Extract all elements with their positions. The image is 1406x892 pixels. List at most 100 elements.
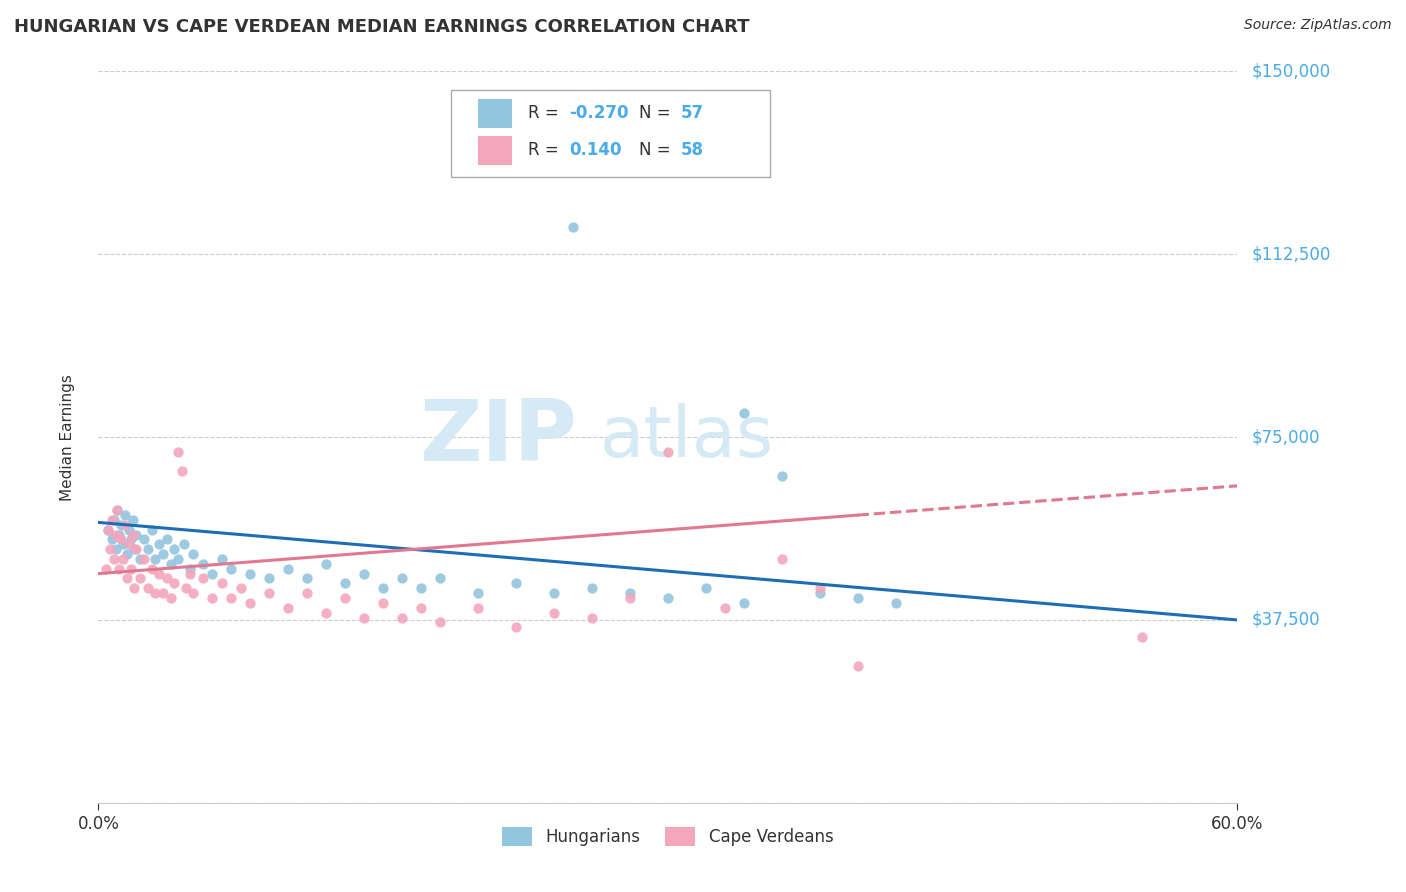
- Point: [221, 591, 243, 605]
- Point: [141, 562, 163, 576]
- Point: [411, 600, 433, 615]
- Point: [112, 552, 135, 566]
- Point: [229, 581, 252, 595]
- Text: -0.270: -0.270: [569, 104, 628, 122]
- Point: [110, 517, 132, 532]
- Point: [353, 610, 375, 624]
- Point: [120, 562, 142, 576]
- Point: [297, 572, 319, 586]
- Point: [191, 557, 214, 571]
- Point: [108, 562, 131, 576]
- Point: [714, 600, 737, 615]
- Legend: Hungarians, Cape Verdeans: Hungarians, Cape Verdeans: [495, 821, 841, 853]
- Text: 57: 57: [681, 104, 703, 122]
- Text: $112,500: $112,500: [1251, 245, 1330, 263]
- Point: [129, 552, 152, 566]
- Text: 58: 58: [681, 141, 703, 159]
- Point: [107, 503, 129, 517]
- Point: [239, 596, 262, 610]
- Point: [239, 566, 262, 581]
- Point: [201, 591, 224, 605]
- Point: [103, 552, 125, 566]
- Point: [156, 533, 179, 547]
- Point: [114, 508, 136, 522]
- Point: [108, 527, 131, 541]
- Point: [543, 586, 565, 600]
- Point: [107, 503, 129, 517]
- Point: [100, 513, 122, 527]
- Point: [145, 552, 167, 566]
- Point: [104, 542, 127, 557]
- Point: [371, 581, 394, 595]
- Point: [467, 600, 489, 615]
- Point: [97, 523, 120, 537]
- Point: [110, 533, 132, 547]
- Point: [183, 586, 205, 600]
- Text: HUNGARIAN VS CAPE VERDEAN MEDIAN EARNINGS CORRELATION CHART: HUNGARIAN VS CAPE VERDEAN MEDIAN EARNING…: [14, 18, 749, 36]
- Point: [145, 586, 167, 600]
- Point: [211, 552, 233, 566]
- Point: [371, 596, 394, 610]
- Point: [132, 533, 155, 547]
- Point: [98, 542, 121, 557]
- Point: [695, 581, 717, 595]
- Point: [167, 444, 190, 458]
- Point: [125, 527, 148, 541]
- Point: [353, 566, 375, 581]
- Point: [112, 537, 135, 551]
- Point: [315, 557, 337, 571]
- Point: [132, 552, 155, 566]
- Point: [657, 591, 679, 605]
- Point: [97, 523, 120, 537]
- Point: [94, 562, 117, 576]
- Point: [581, 610, 603, 624]
- Point: [619, 586, 641, 600]
- Point: [335, 591, 357, 605]
- Point: [770, 552, 793, 566]
- Point: [277, 562, 299, 576]
- FancyBboxPatch shape: [451, 90, 770, 178]
- Point: [124, 542, 146, 557]
- Point: [277, 600, 299, 615]
- Point: [159, 591, 181, 605]
- Point: [562, 220, 585, 235]
- Point: [103, 513, 125, 527]
- Point: [115, 547, 138, 561]
- Point: [100, 533, 122, 547]
- Point: [173, 537, 195, 551]
- Point: [179, 562, 201, 576]
- Point: [335, 576, 357, 591]
- Point: [315, 606, 337, 620]
- Point: [211, 576, 233, 591]
- Point: [148, 566, 170, 581]
- Point: [770, 469, 793, 483]
- Point: [121, 513, 143, 527]
- Point: [581, 581, 603, 595]
- Point: [221, 562, 243, 576]
- Point: [884, 596, 907, 610]
- Point: [121, 527, 143, 541]
- Point: [201, 566, 224, 581]
- Point: [808, 586, 831, 600]
- Point: [391, 610, 413, 624]
- Point: [733, 406, 755, 420]
- Point: [846, 659, 869, 673]
- Point: [467, 586, 489, 600]
- Point: [411, 581, 433, 595]
- Point: [297, 586, 319, 600]
- Point: [163, 542, 186, 557]
- Point: [808, 581, 831, 595]
- Text: atlas: atlas: [599, 402, 773, 472]
- Text: ZIP: ZIP: [419, 395, 576, 479]
- Point: [191, 572, 214, 586]
- Point: [505, 620, 527, 634]
- Text: N =: N =: [640, 104, 676, 122]
- Text: N =: N =: [640, 141, 676, 159]
- Text: 0.140: 0.140: [569, 141, 621, 159]
- Y-axis label: Median Earnings: Median Earnings: [60, 374, 75, 500]
- Point: [259, 586, 281, 600]
- Point: [543, 606, 565, 620]
- Point: [733, 596, 755, 610]
- Point: [505, 576, 527, 591]
- Point: [124, 581, 146, 595]
